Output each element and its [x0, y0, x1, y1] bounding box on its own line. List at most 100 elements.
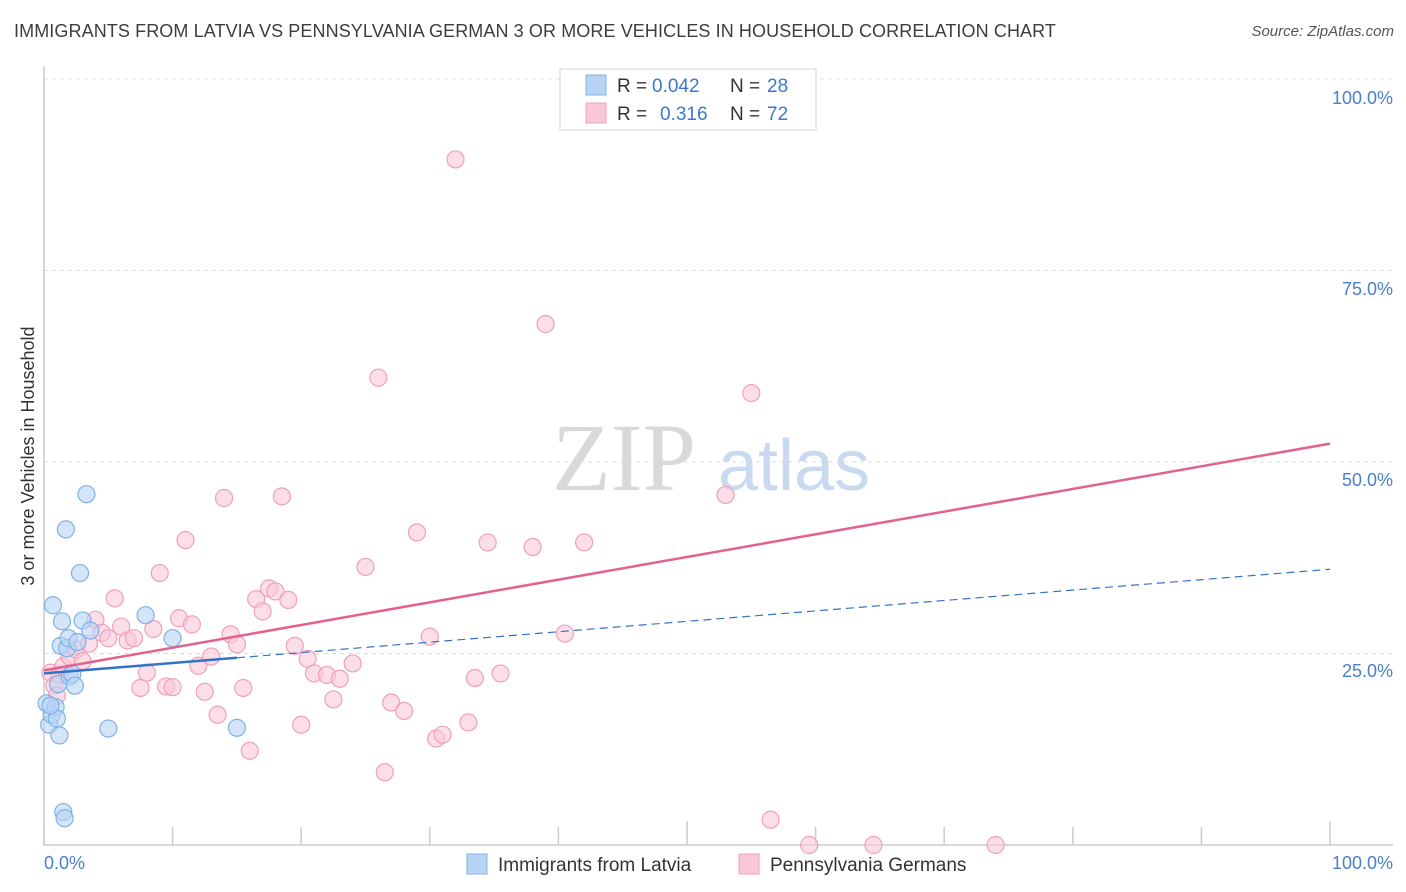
trend-line-latvia: [43, 656, 238, 675]
legend-n-label-2: N =: [730, 104, 760, 125]
penn-german-point: [761, 810, 780, 829]
latvia-point: [56, 520, 75, 539]
penn-german-point: [433, 725, 452, 744]
x-tick-labels: 0.0% 100.0%: [44, 853, 1393, 873]
chart-source: Source: ZipAtlas.com: [1251, 23, 1394, 40]
penn-german-point: [864, 835, 883, 855]
penn-german-point: [356, 557, 375, 577]
penn-german-point: [253, 602, 272, 621]
penn-german-point: [176, 531, 195, 550]
penn-german-point: [279, 590, 298, 609]
latvia-point: [55, 809, 74, 828]
x-tick-label-max: 100.0%: [1332, 853, 1393, 873]
legend-r-label-2: R =: [617, 104, 647, 125]
penn-german-point: [986, 835, 1005, 855]
legend-n-value-2: 72: [767, 104, 788, 125]
penn-german-point: [459, 713, 478, 732]
watermark-atlas: atlas: [718, 426, 870, 506]
penn-german-point: [214, 488, 234, 508]
latvia-point: [77, 485, 96, 504]
latvia-point: [50, 726, 69, 745]
penn-german-point: [330, 669, 349, 688]
latvia-point: [70, 563, 90, 583]
latvia-point: [81, 621, 100, 640]
penn-german-point: [420, 627, 439, 646]
penn-german-point: [234, 678, 253, 698]
watermark: ZIP atlas: [552, 404, 870, 511]
penn-german-point: [292, 715, 311, 734]
penn-german-point: [150, 563, 169, 583]
penn-german-point: [446, 150, 465, 169]
legend-swatch-penn-german: [585, 102, 607, 124]
trend-line-latvia-projection: [236, 568, 1331, 659]
latvia-point: [41, 696, 60, 715]
series-legend-label-penn-german: Pennsylvania Germans: [770, 855, 966, 876]
chart-title: IMMIGRANTS FROM LATVIA VS PENNSYLVANIA G…: [14, 21, 1057, 41]
series-legend-label-latvia: Immigrants from Latvia: [498, 855, 692, 876]
penn-german-point: [555, 624, 574, 643]
axes: [43, 66, 1393, 846]
series-legend-swatch-penn-german: [738, 853, 760, 875]
penn-german-point: [536, 315, 555, 334]
penn-german-point: [465, 668, 484, 688]
penn-german-point: [575, 533, 594, 552]
penn-german-point: [407, 523, 427, 542]
stats-legend: R = 0.042 N = 28 R = 0.316 N = 72: [559, 68, 817, 131]
latvia-point: [68, 632, 87, 652]
series-legend: Immigrants from Latvia Pennsylvania Germ…: [466, 853, 966, 876]
penn-german-point: [800, 835, 819, 855]
penn-german-point: [208, 705, 227, 724]
penn-german-point: [105, 589, 124, 608]
latvia-point: [65, 676, 84, 695]
penn-german-point: [523, 537, 542, 557]
penn-german-point: [324, 690, 343, 709]
legend-r-value-1: 0.042: [652, 76, 700, 97]
latvia-point: [52, 612, 72, 631]
penn-german-point: [272, 487, 292, 506]
penn-german-point: [163, 678, 182, 697]
y-tick-label-50: 50.0%: [1342, 470, 1393, 490]
legend-n-label-1: N =: [730, 76, 760, 97]
y-axis-label: 3 or more Vehicles in Household: [18, 326, 38, 585]
penn-german-point: [240, 741, 259, 760]
y-tick-labels: 100.0% 75.0% 50.0% 25.0%: [1332, 88, 1393, 681]
y-tick-label-25: 25.0%: [1342, 661, 1393, 681]
penn-german-point: [99, 629, 118, 648]
trend-lines: [43, 442, 1331, 675]
penn-german-point: [124, 629, 144, 648]
y-tick-label-100: 100.0%: [1332, 88, 1393, 108]
penn-german-point: [195, 682, 214, 701]
latvia-point: [99, 719, 118, 738]
latvia-point: [43, 596, 63, 615]
y-tick-label-75: 75.0%: [1342, 279, 1393, 299]
penn-german-point: [375, 763, 394, 782]
series-points-0: [37, 485, 246, 828]
legend-n-value-1: 28: [767, 76, 788, 97]
gridlines: [44, 78, 1393, 654]
penn-german-point: [742, 383, 761, 403]
penn-german-point: [285, 636, 304, 655]
penn-german-point: [394, 701, 414, 721]
trend-line-penn-german: [43, 442, 1331, 672]
penn-german-point: [144, 619, 163, 639]
watermark-zip: ZIP: [552, 404, 696, 511]
data-points: [37, 150, 1005, 855]
penn-german-point: [716, 485, 735, 505]
latvia-point: [163, 629, 182, 648]
penn-german-point: [491, 664, 510, 683]
legend-r-label-1: R =: [617, 76, 647, 97]
penn-german-point: [131, 678, 150, 698]
penn-german-point: [382, 693, 401, 712]
x-tick-label-min: 0.0%: [44, 853, 85, 873]
penn-german-point: [369, 368, 388, 387]
latvia-point: [227, 718, 246, 737]
penn-german-point: [182, 615, 201, 634]
latvia-point: [136, 606, 155, 625]
legend-swatch-latvia: [585, 74, 607, 96]
penn-german-point: [478, 533, 497, 552]
penn-german-point: [343, 654, 362, 673]
series-legend-swatch-latvia: [466, 853, 488, 875]
penn-german-point: [202, 647, 221, 666]
legend-r-value-2: 0.316: [660, 104, 708, 125]
